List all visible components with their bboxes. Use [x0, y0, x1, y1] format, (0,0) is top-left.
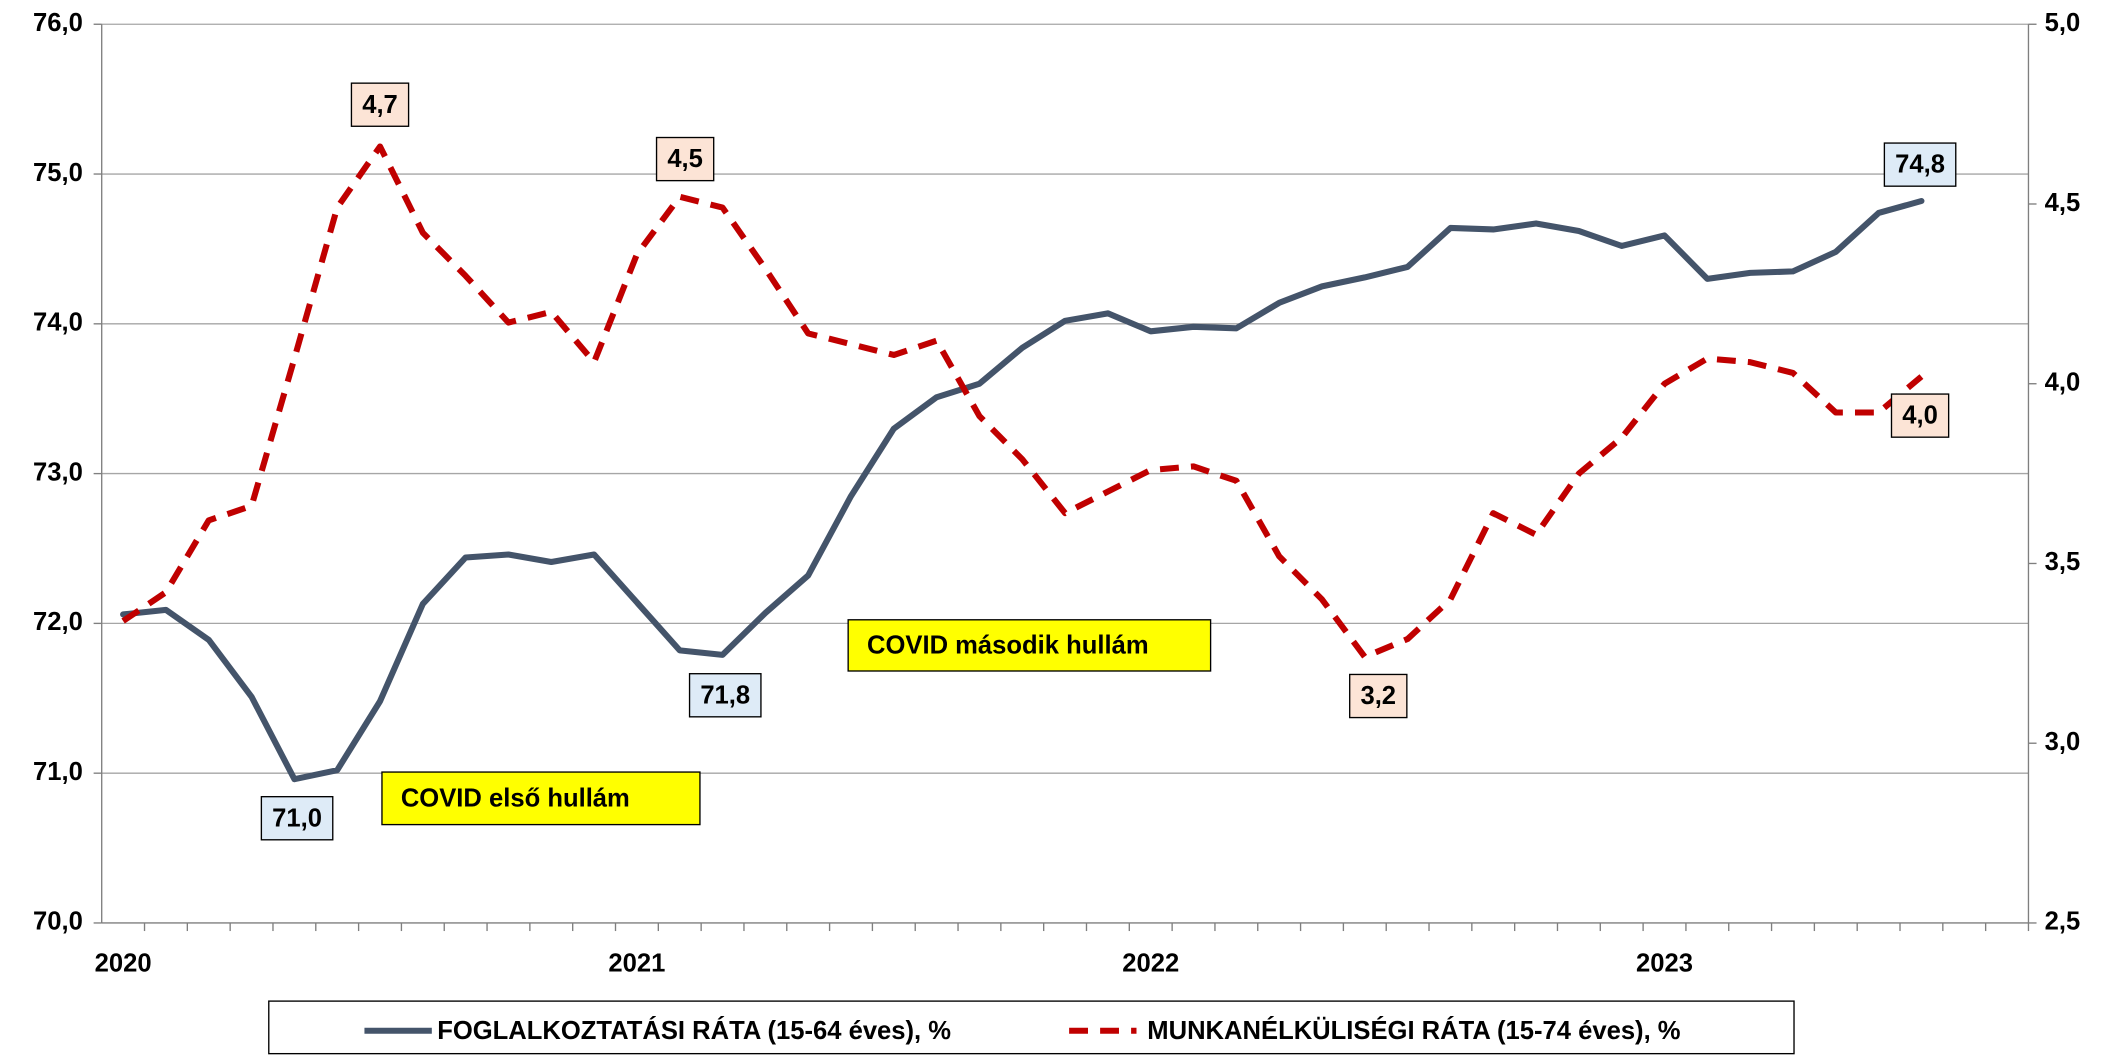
series-line [121, 143, 1924, 660]
data-label: 4,0 [1902, 402, 1938, 430]
data-label-box [260, 796, 334, 841]
data-label-box [1883, 142, 1957, 187]
data-label-box [1890, 393, 1950, 438]
y-tick-label: 71,0 [33, 758, 83, 786]
x-tick-label: 2020 [95, 949, 152, 977]
y2-tick-label: 4,5 [2045, 189, 2081, 217]
legend-label: FOGLALKOZTATÁSI RÁTA (15-64 éves), % [437, 1016, 951, 1045]
data-label: 4,7 [362, 91, 398, 119]
data-label-group: 71,0 [260, 796, 334, 841]
y-tick-label: 76,0 [33, 9, 83, 37]
y2-tick-label: 4,0 [2045, 368, 2081, 396]
data-label-group: 71,8 [688, 673, 762, 718]
data-label: 3,2 [1360, 682, 1396, 710]
data-label-box [688, 673, 762, 718]
data-label: 71,8 [700, 681, 750, 709]
data-label-group: 74,8 [1883, 142, 1957, 187]
data-label: 71,0 [272, 804, 322, 832]
data-label-group: 4,7 [350, 82, 410, 127]
y2-tick-label: 2,5 [2045, 908, 2081, 936]
y-tick-label: 75,0 [33, 159, 83, 187]
x-tick-label: 2021 [608, 949, 665, 977]
data-label-box [350, 82, 410, 127]
legend-label: MUNKANÉLKÜLISÉGI RÁTA (15-74 éves), % [1147, 1016, 1681, 1045]
data-label-group: 4,0 [1890, 393, 1950, 438]
x-tick-label: 2023 [1636, 949, 1693, 977]
data-label-box [655, 136, 715, 182]
data-label-group: 3,2 [1349, 673, 1408, 719]
y-tick-label: 72,0 [33, 608, 83, 636]
x-tick-label: 2022 [1122, 949, 1179, 977]
annotation-box [847, 619, 1212, 672]
legend-box [268, 1000, 1795, 1055]
y2-tick-label: 3,0 [2045, 728, 2081, 756]
y-tick-label: 74,0 [33, 309, 83, 337]
y-tick-label: 73,0 [33, 458, 83, 486]
data-label-box [1349, 673, 1408, 719]
data-label: 4,5 [667, 145, 703, 173]
y2-tick-label: 5,0 [2045, 9, 2081, 37]
y-tick-label: 70,0 [33, 908, 83, 936]
series-line [120, 197, 1925, 783]
annotation-box [381, 771, 701, 826]
annotation: COVID első hullám [401, 784, 630, 812]
y2-tick-label: 3,5 [2045, 548, 2081, 576]
annotation: COVID második hullám [867, 632, 1149, 660]
data-label-group: 4,5 [655, 136, 715, 182]
data-label: 74,8 [1895, 151, 1945, 179]
